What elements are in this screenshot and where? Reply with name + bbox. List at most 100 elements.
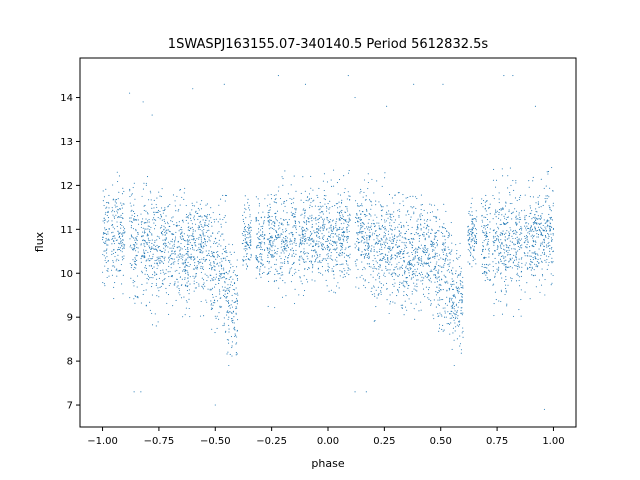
data-point	[316, 234, 318, 236]
data-point	[543, 239, 545, 241]
data-point	[405, 265, 407, 267]
data-point	[521, 244, 523, 246]
data-point	[288, 272, 290, 274]
data-point	[156, 278, 158, 280]
data-point	[286, 250, 288, 252]
data-point	[488, 269, 490, 271]
data-point	[121, 251, 123, 253]
data-point	[315, 232, 317, 234]
data-point	[503, 260, 505, 262]
data-point	[156, 262, 158, 264]
data-point	[218, 255, 220, 258]
data-point	[317, 219, 319, 221]
data-point	[157, 209, 159, 211]
data-point	[156, 263, 158, 265]
data-point	[359, 217, 361, 219]
data-point	[187, 271, 189, 273]
data-point	[512, 211, 514, 213]
data-point	[395, 244, 397, 246]
data-point	[369, 234, 371, 237]
data-point	[538, 248, 540, 250]
data-point	[196, 267, 198, 269]
data-point	[497, 247, 499, 249]
data-point	[423, 209, 425, 212]
data-point	[208, 220, 210, 222]
data-point	[123, 190, 125, 193]
data-point	[260, 226, 262, 228]
data-point	[152, 247, 154, 249]
data-point	[302, 294, 305, 297]
data-point	[521, 266, 523, 268]
data-point	[164, 222, 166, 224]
data-point	[409, 262, 411, 264]
data-point	[341, 271, 343, 273]
data-point	[145, 289, 147, 291]
data-point	[337, 203, 339, 205]
data-point	[448, 249, 450, 251]
data-point	[428, 265, 430, 267]
data-point	[146, 282, 148, 284]
data-point	[343, 192, 345, 194]
data-point	[358, 231, 360, 234]
data-point	[401, 274, 404, 276]
x-tick-label: 0.50	[430, 436, 452, 447]
data-point	[533, 269, 535, 271]
data-point	[380, 237, 382, 239]
data-point	[426, 212, 428, 214]
data-point	[503, 281, 506, 283]
data-point	[104, 285, 106, 287]
data-point	[129, 220, 131, 222]
data-point	[130, 221, 133, 223]
data-point	[401, 248, 403, 251]
data-point	[173, 258, 175, 260]
data-point	[301, 237, 304, 239]
data-point	[507, 187, 509, 189]
data-point	[459, 283, 461, 285]
data-point	[375, 200, 377, 202]
data-point	[368, 239, 370, 241]
data-point	[452, 312, 454, 314]
data-point	[473, 246, 475, 248]
data-point	[155, 325, 157, 327]
data-point	[475, 219, 477, 221]
data-point	[321, 237, 324, 239]
data-point	[398, 252, 400, 254]
data-point	[541, 261, 543, 263]
data-point	[381, 209, 383, 211]
data-point	[228, 271, 230, 273]
data-point	[378, 250, 380, 253]
data-point	[423, 245, 426, 247]
data-point	[299, 225, 301, 227]
data-point	[338, 239, 340, 241]
data-point	[549, 222, 551, 224]
data-point	[168, 261, 170, 263]
data-point	[112, 223, 114, 226]
data-point	[121, 235, 123, 237]
data-points	[102, 75, 554, 410]
data-point	[348, 255, 350, 257]
data-point	[226, 296, 228, 298]
data-point	[258, 231, 260, 233]
data-point	[259, 268, 261, 270]
data-point	[156, 244, 158, 246]
data-point	[328, 208, 330, 210]
data-point	[346, 235, 349, 237]
data-point	[393, 279, 395, 281]
data-point	[428, 258, 430, 260]
data-point	[341, 234, 343, 236]
data-point	[345, 260, 347, 262]
data-point	[307, 258, 309, 260]
data-point	[502, 255, 504, 257]
data-point	[234, 326, 236, 328]
data-point	[398, 208, 400, 210]
data-point	[516, 239, 518, 241]
data-point	[187, 227, 189, 229]
data-point	[368, 266, 370, 268]
data-point	[359, 230, 361, 232]
data-point	[370, 208, 372, 210]
data-point	[178, 224, 180, 227]
data-point	[217, 232, 219, 234]
data-point	[269, 247, 271, 249]
data-point	[159, 262, 161, 265]
data-point	[120, 214, 122, 216]
